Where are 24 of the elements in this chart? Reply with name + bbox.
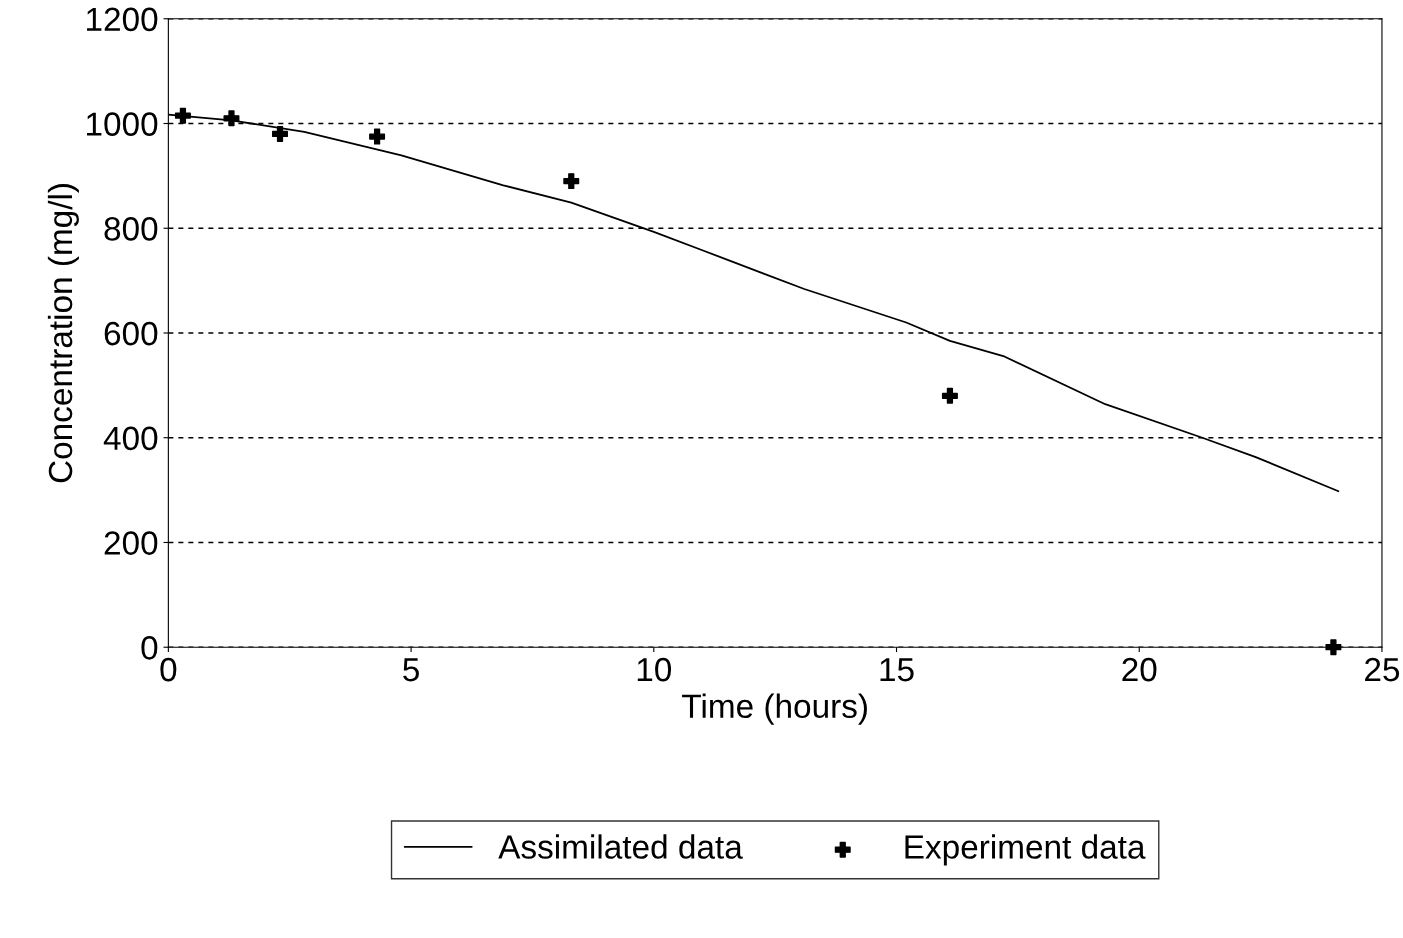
point <box>174 107 191 124</box>
x-axis-title: Time (hours) <box>682 693 867 725</box>
y-tick-label: 600 <box>104 321 158 346</box>
x-tick-label: 10 <box>637 657 672 682</box>
point <box>369 128 386 145</box>
x-tick-label: 5 <box>403 658 419 682</box>
x-tick-label: 25 <box>1365 657 1400 682</box>
y-tick-label: 200 <box>104 531 158 555</box>
point <box>223 110 240 127</box>
y-axis-title: Concentration (mg/l) <box>47 184 79 483</box>
legend-label: Assimilated data <box>498 834 743 859</box>
point <box>1325 639 1342 656</box>
x-tick-label: 15 <box>880 658 914 682</box>
y-tick-label: 800 <box>104 217 158 241</box>
point <box>941 387 958 404</box>
x-tick-label: 0 <box>160 657 177 682</box>
x-tick-label: 20 <box>1122 657 1157 682</box>
y-tick-label: 0 <box>141 636 158 660</box>
y-tick-label: 400 <box>103 426 158 451</box>
y-tick-label: 1000 <box>87 112 158 136</box>
point <box>272 125 288 142</box>
legend-label: Experiment data <box>905 834 1146 866</box>
y-tick-label: 1200 <box>87 7 158 32</box>
point <box>563 173 580 190</box>
